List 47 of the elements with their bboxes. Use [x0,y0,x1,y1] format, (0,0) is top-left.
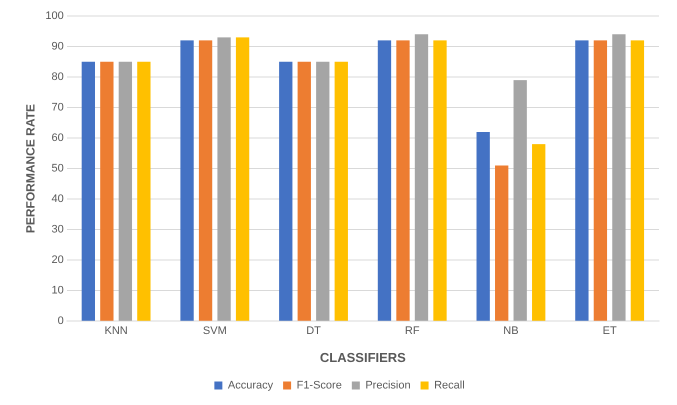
bar [236,37,250,321]
bar [575,40,589,321]
bar [279,62,292,321]
x-tick-label: DT [306,324,322,337]
legend-label: Accuracy [228,380,274,392]
y-tick-label: 60 [52,132,64,144]
y-tick-label: 0 [58,315,64,328]
bar [217,37,231,321]
bar [396,40,410,321]
x-tick-label: RF [404,324,420,337]
x-tick-label: NB [503,324,519,337]
x-axis-title: CLASSIFIERS [320,350,406,365]
bar [612,34,626,321]
legend-label: Recall [434,380,465,392]
y-tick-label: 30 [52,224,64,236]
y-axis-title: PERFORMANCE RATE [24,104,38,234]
x-tick-label: ET [602,324,617,337]
bar [180,40,194,321]
legend-label: Precision [365,380,411,392]
bar [514,80,527,321]
bar [532,144,546,321]
y-tick-label: 100 [45,10,64,22]
bar [137,62,151,321]
bar [198,40,212,321]
y-tick-label: 40 [52,193,64,206]
bar [82,62,96,321]
bar [414,34,428,321]
y-tick-label: 70 [52,102,64,114]
y-tick-label: 20 [52,254,64,266]
y-tick-label: 10 [52,284,64,297]
x-tick-label: KNN [104,324,128,337]
y-tick-label: 90 [52,40,64,53]
bar [433,40,447,321]
bar [630,40,644,321]
bar [118,62,132,321]
y-tick-label: 50 [52,162,64,175]
bar [100,62,114,321]
bar [378,40,392,321]
bar [495,166,508,321]
bar [594,40,608,321]
bar [476,132,490,321]
bar [334,62,348,321]
bar [316,62,330,321]
bar [298,62,311,321]
y-tick-label: 80 [52,71,64,84]
x-tick-label: SVM [202,324,227,337]
legend-label: F1-Score [296,380,342,392]
